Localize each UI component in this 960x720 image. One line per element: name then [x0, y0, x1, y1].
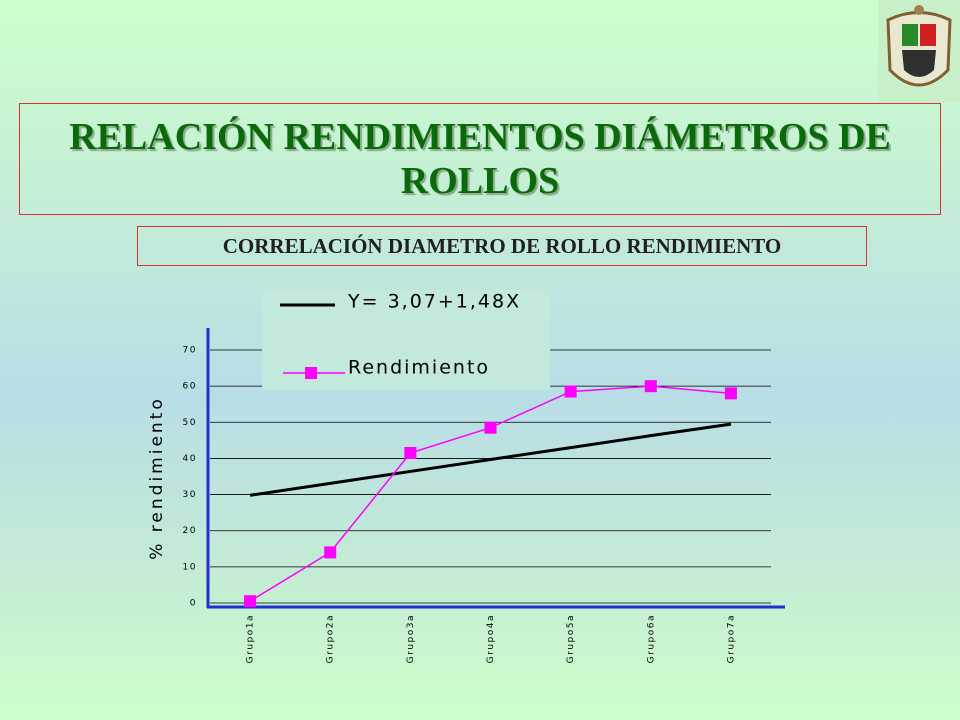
legend-label: Y= 3,07+1,48X — [347, 291, 521, 313]
series-line — [249, 385, 731, 602]
legend-marker — [305, 367, 317, 379]
x-tick-label: Grupo4a — [486, 614, 496, 663]
y-tick-label: 60 — [183, 382, 197, 392]
y-tick-label: 50 — [183, 418, 197, 428]
y-tick-label: 0 — [190, 599, 197, 609]
point-marker — [484, 421, 497, 434]
x-tick-label: Grupo2a — [326, 614, 336, 663]
point-marker — [404, 447, 417, 460]
y-tick-label: 70 — [183, 346, 197, 356]
x-tick-label: Grupo5a — [566, 614, 576, 663]
y-tick-label: 10 — [183, 562, 197, 572]
y-tick-label: 30 — [183, 490, 197, 500]
x-tick-label: Grupo7a — [726, 614, 736, 663]
point-marker — [564, 385, 577, 398]
x-tick-label: Grupo3a — [406, 614, 416, 663]
logo — [878, 0, 960, 103]
y-axis-label: % rendimiento — [147, 396, 167, 560]
series-line — [249, 422, 732, 497]
x-tick-label: Grupo1a — [246, 614, 256, 663]
x-tick-label: Grupo6a — [646, 614, 656, 663]
slide-title: RELACIÓN RENDIMIENTOS DIÁMETROS DE ROLLO… — [19, 103, 941, 215]
point-marker — [324, 546, 337, 559]
legend-label: Rendimiento — [348, 357, 490, 379]
y-tick-label: 20 — [183, 526, 197, 536]
y-tick-label: 40 — [183, 454, 197, 464]
point-marker — [724, 387, 737, 400]
chart-title: CORRELACIÓN DIAMETRO DE ROLLO RENDIMIENT… — [137, 226, 867, 266]
point-marker — [244, 595, 257, 608]
point-marker — [644, 380, 657, 393]
